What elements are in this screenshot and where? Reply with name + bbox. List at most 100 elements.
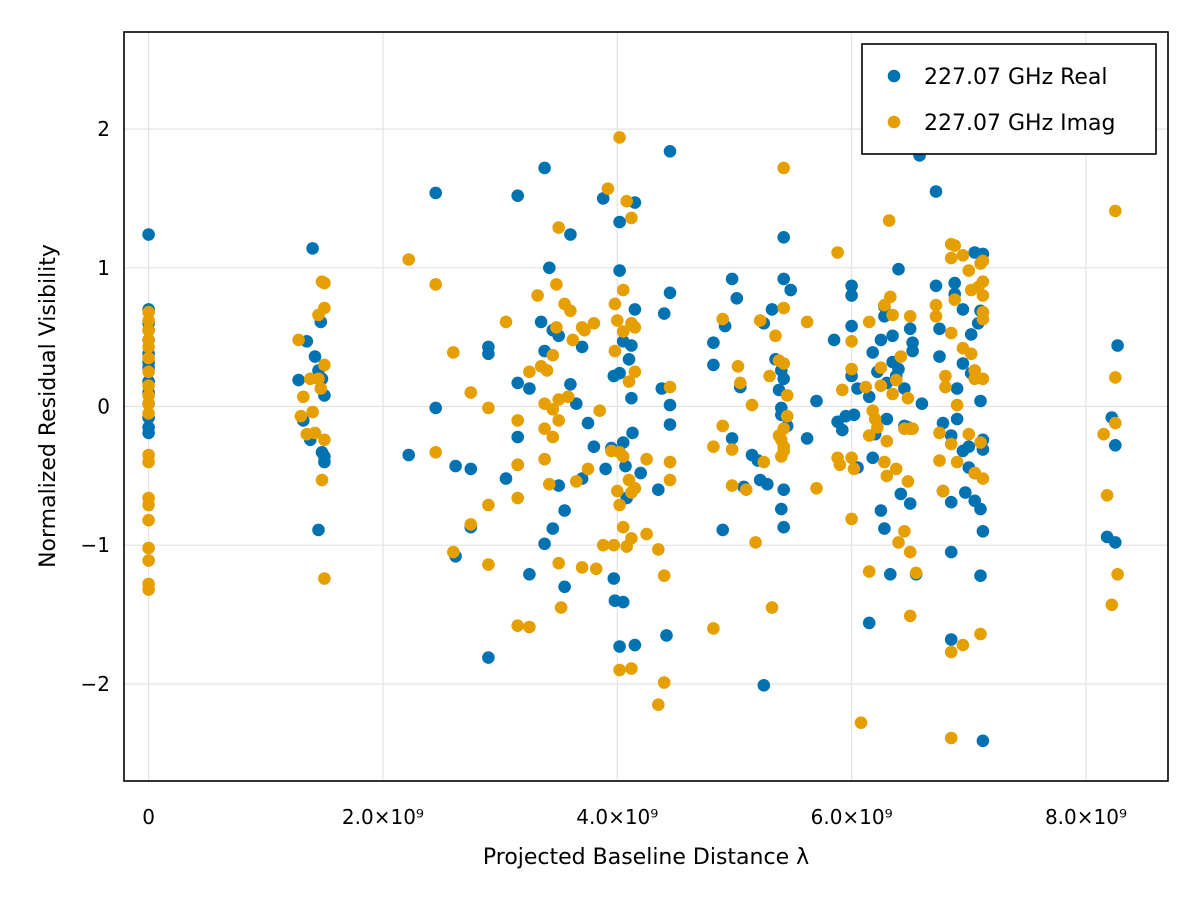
data-point-series-0: [959, 486, 972, 499]
data-point-series-1: [974, 627, 987, 641]
data-point-series-0: [880, 412, 894, 426]
data-point-series-0: [429, 401, 443, 415]
data-point-series-0: [707, 336, 720, 350]
data-point-series-1: [833, 458, 847, 472]
data-point-series-1: [898, 525, 911, 538]
data-point-series-1: [566, 333, 580, 347]
data-point-series-1: [142, 397, 155, 411]
data-point-series-0: [613, 366, 626, 380]
data-point-series-0: [962, 440, 976, 454]
data-point-series-0: [613, 215, 626, 229]
data-point-series-1: [944, 645, 958, 659]
data-point-series-1: [142, 583, 155, 596]
data-point-series-1: [845, 451, 858, 465]
data-point-series-0: [944, 495, 958, 509]
data-point-series-1: [315, 473, 329, 487]
data-point-series-1: [936, 484, 950, 498]
data-point-series-1: [601, 182, 615, 195]
data-point-series-0: [974, 569, 987, 582]
data-point-series-1: [862, 565, 876, 578]
data-point-series-0: [626, 426, 639, 440]
data-point-series-1: [757, 455, 771, 469]
x-axis-title: Projected Baseline Distance λ: [483, 845, 809, 870]
data-point-series-1: [581, 462, 595, 476]
data-point-series-1: [944, 731, 958, 745]
data-point-series-1: [976, 372, 990, 386]
data-point-series-1: [777, 422, 790, 436]
data-point-series-0: [845, 289, 858, 302]
data-point-series-1: [570, 475, 583, 488]
data-point-series-1: [575, 561, 589, 574]
data-point-series-1: [554, 601, 568, 614]
data-point-series-1: [616, 325, 630, 338]
data-point-series-0: [652, 483, 665, 497]
x-tick-label: 0: [142, 805, 155, 829]
data-point-series-0: [886, 329, 899, 343]
data-point-series-1: [616, 450, 630, 463]
data-point-series-1: [318, 433, 331, 447]
data-point-series-1: [593, 404, 606, 418]
data-point-series-1: [1111, 568, 1124, 581]
data-point-series-0: [523, 382, 536, 395]
axis-ticks: 0 2.0×10⁹ 4.0×10⁹ 6.0×10⁹ 8.0×10⁹ −2 −1 0 1 2: [81, 117, 1127, 829]
data-point-series-0: [757, 679, 771, 692]
legend: 227.07 GHz Real 227.07 GHz Imag: [861, 43, 1157, 155]
data-point-series-1: [552, 556, 565, 570]
data-point-series-1: [894, 350, 908, 363]
legend-label: 227.07 GHz Imag: [924, 111, 1115, 136]
y-tick-label: 0: [97, 395, 110, 419]
data-point-series-1: [546, 348, 560, 362]
data-point-series-1: [944, 437, 958, 451]
data-point-series-1: [564, 304, 577, 318]
data-point-series-0: [894, 487, 908, 501]
data-point-series-1: [831, 246, 844, 259]
x-tick-label: 6.0×10⁹: [811, 805, 893, 829]
data-point-series-0: [599, 462, 612, 476]
data-point-series-0: [464, 462, 478, 476]
data-point-series-0: [587, 440, 601, 454]
data-point-series-0: [874, 333, 888, 347]
data-point-series-1: [142, 323, 155, 337]
data-point-series-1: [613, 663, 626, 677]
data-point-series-1: [499, 315, 513, 329]
data-point-series-0: [944, 545, 958, 559]
data-point-series-1: [464, 386, 478, 399]
data-point-series-1: [780, 389, 794, 402]
data-point-series-0: [862, 390, 876, 404]
data-point-series-1: [962, 264, 976, 277]
data-point-series-0: [915, 397, 929, 411]
data-point-series-0: [845, 279, 858, 293]
data-point-series-1: [901, 391, 915, 405]
data-point-series-1: [739, 483, 753, 497]
data-point-series-0: [936, 416, 950, 430]
data-point-series-1: [625, 532, 638, 545]
data-point-series-1: [880, 434, 894, 448]
data-point-series-1: [142, 455, 155, 469]
data-point-series-1: [976, 472, 990, 485]
data-point-series-1: [142, 513, 155, 527]
data-point-series-0: [581, 416, 595, 430]
data-point-series-0: [534, 315, 548, 329]
data-point-series-1: [482, 498, 495, 512]
data-point-series-1: [884, 290, 897, 304]
data-point-series-1: [511, 619, 524, 632]
data-point-series-1: [482, 401, 495, 415]
data-point-series-0: [944, 633, 958, 646]
data-point-series-1: [725, 443, 739, 456]
data-point-series-1: [607, 538, 621, 552]
data-point-series-1: [862, 429, 876, 442]
data-point-series-0: [607, 572, 621, 585]
data-point-series-0: [1109, 439, 1122, 452]
legend-marker: [887, 115, 901, 129]
data-point-series-1: [734, 376, 747, 390]
data-point-series-1: [306, 405, 319, 419]
data-point-series-0: [546, 522, 560, 535]
data-point-series-1: [550, 321, 563, 334]
data-point-series-0: [142, 426, 155, 440]
data-point-series-1: [552, 414, 565, 427]
data-point-series-1: [933, 454, 946, 467]
data-point-series-1: [780, 409, 794, 423]
data-point-series-0: [878, 522, 891, 535]
legend-marker: [887, 69, 901, 83]
data-point-series-0: [308, 350, 322, 363]
